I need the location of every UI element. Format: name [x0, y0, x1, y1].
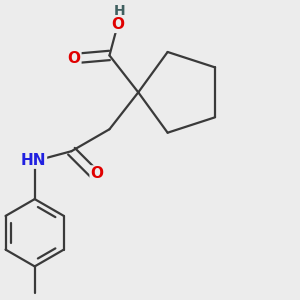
Text: O: O	[91, 167, 103, 182]
Text: HN: HN	[20, 153, 46, 168]
Text: O: O	[111, 17, 124, 32]
Text: H: H	[113, 4, 125, 18]
Text: O: O	[68, 51, 80, 66]
